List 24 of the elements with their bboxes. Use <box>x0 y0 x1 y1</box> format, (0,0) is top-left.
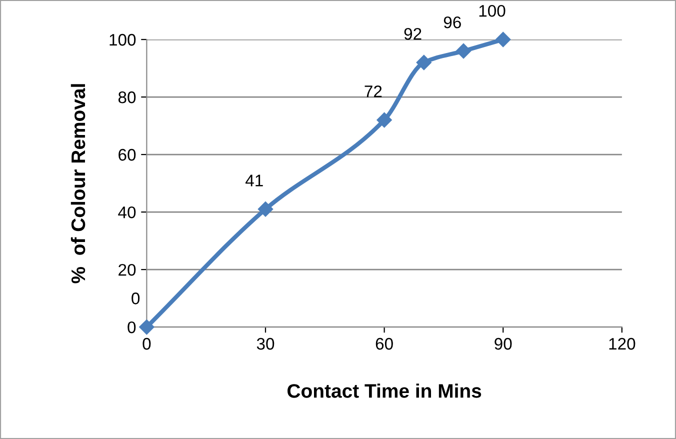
data-label: 100 <box>479 4 506 17</box>
data-label: 41 <box>246 174 263 186</box>
data-label: 92 <box>404 28 422 40</box>
x-tick-label: 120 <box>609 338 636 350</box>
x-tick-label: 30 <box>256 338 274 350</box>
point <box>416 54 432 70</box>
y-tick-label: 60 <box>118 148 136 161</box>
y-tick-label: 0 <box>128 321 136 334</box>
x-tick-label: 60 <box>376 338 393 350</box>
y-axis-title: % of Colour Removal <box>70 84 86 284</box>
point <box>139 319 154 335</box>
point <box>456 43 472 59</box>
point <box>496 32 511 48</box>
x-tick-label: 0 <box>142 338 151 350</box>
y-tick-label: 20 <box>118 264 136 276</box>
y-tick-label: 80 <box>118 91 136 104</box>
x-axis-title: Contact Time in Mins <box>288 384 482 398</box>
data-label: 72 <box>364 85 382 98</box>
y-tick-label: 100 <box>110 34 136 46</box>
x-tick-label: 90 <box>494 338 512 350</box>
point <box>376 112 392 128</box>
point <box>258 202 274 217</box>
data-label: 96 <box>444 16 461 28</box>
y-tick-label: 40 <box>118 206 136 218</box>
